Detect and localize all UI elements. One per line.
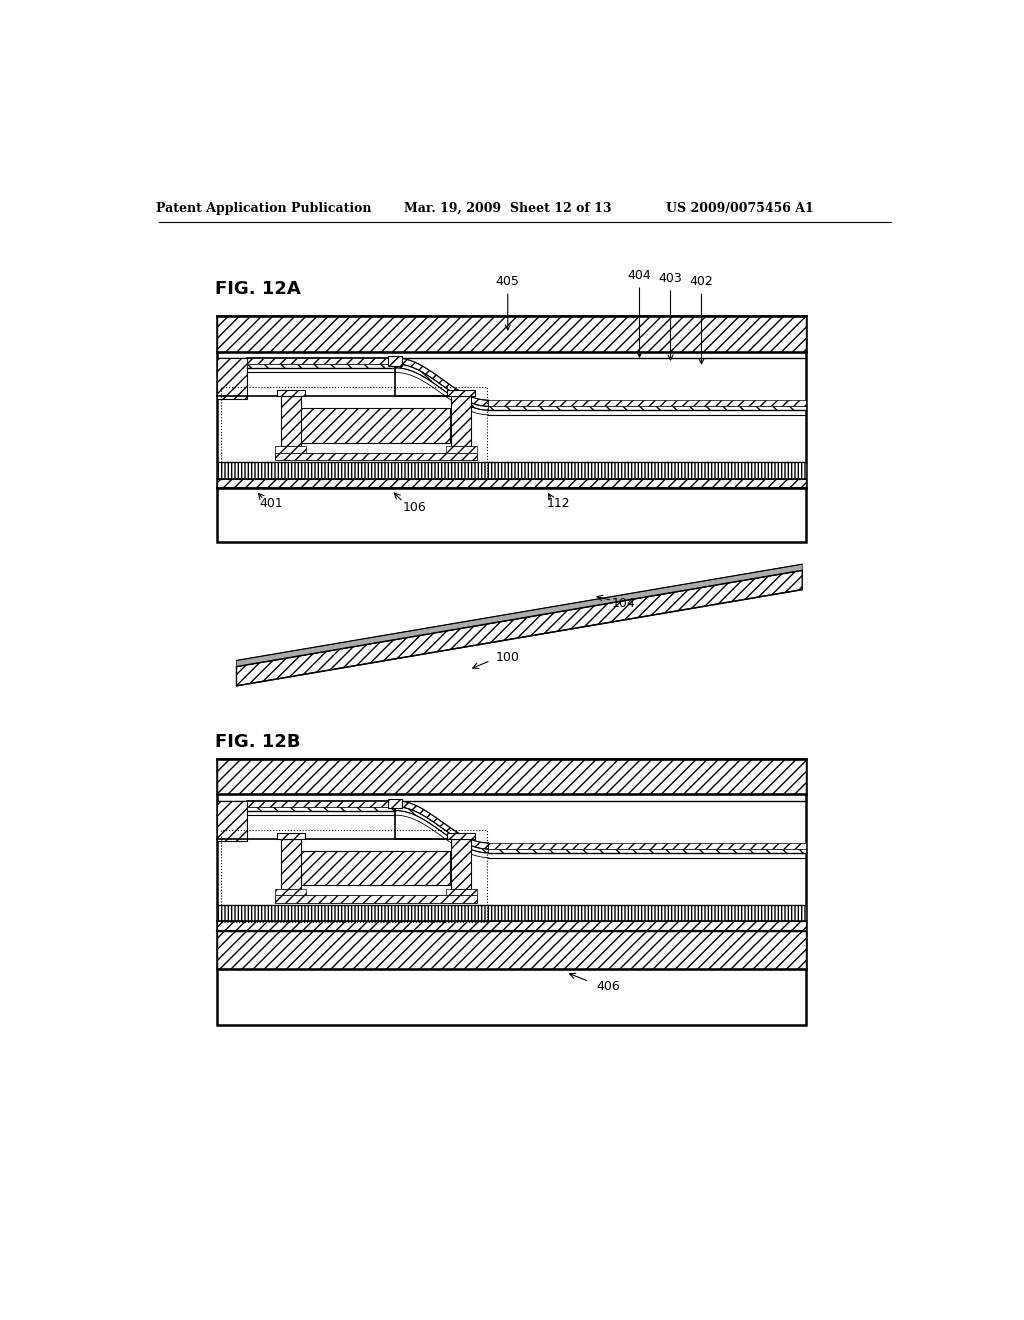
Text: Mar. 19, 2009  Sheet 12 of 13: Mar. 19, 2009 Sheet 12 of 13 xyxy=(404,202,611,215)
Polygon shape xyxy=(395,364,488,411)
Bar xyxy=(247,364,395,368)
Bar xyxy=(275,890,306,895)
Bar xyxy=(247,807,395,810)
Bar xyxy=(488,843,806,849)
Bar xyxy=(217,931,806,969)
Bar xyxy=(299,850,450,886)
Bar xyxy=(247,358,395,364)
Polygon shape xyxy=(237,564,802,667)
Bar xyxy=(445,446,477,453)
Bar xyxy=(488,400,806,407)
Bar xyxy=(217,904,806,921)
Bar xyxy=(452,396,471,446)
Bar xyxy=(217,800,247,841)
Text: 405: 405 xyxy=(496,276,520,330)
Bar xyxy=(488,407,806,411)
Bar xyxy=(217,317,806,543)
Bar xyxy=(445,890,477,895)
Bar xyxy=(217,358,247,399)
Text: 402: 402 xyxy=(689,276,714,364)
Bar xyxy=(281,840,301,890)
Polygon shape xyxy=(395,358,488,407)
Bar xyxy=(299,408,450,442)
Bar xyxy=(447,833,475,840)
Bar xyxy=(217,462,806,479)
Bar xyxy=(275,453,477,461)
Bar xyxy=(281,396,301,446)
Bar xyxy=(217,759,806,795)
Bar xyxy=(275,895,477,903)
Polygon shape xyxy=(395,807,488,853)
Bar xyxy=(275,446,306,453)
Bar xyxy=(388,356,402,366)
Text: US 2009/0075456 A1: US 2009/0075456 A1 xyxy=(667,202,814,215)
Text: 104: 104 xyxy=(612,597,636,610)
Text: 406: 406 xyxy=(597,979,621,993)
Bar xyxy=(221,830,486,923)
Bar xyxy=(488,849,806,853)
Bar xyxy=(276,391,305,396)
Polygon shape xyxy=(395,800,488,849)
Bar xyxy=(276,833,305,840)
Bar xyxy=(217,921,806,931)
Text: 404: 404 xyxy=(628,269,651,356)
Text: 100: 100 xyxy=(496,651,520,664)
Text: 403: 403 xyxy=(658,272,682,360)
Bar xyxy=(221,387,486,479)
Bar xyxy=(217,759,806,1024)
Bar xyxy=(447,391,475,396)
Text: 106: 106 xyxy=(402,500,427,513)
Bar xyxy=(452,840,471,890)
Text: 112: 112 xyxy=(547,496,570,510)
Bar xyxy=(247,800,395,807)
Text: FIG. 12A: FIG. 12A xyxy=(215,280,301,298)
Polygon shape xyxy=(237,570,802,686)
Bar xyxy=(388,799,402,808)
Bar xyxy=(217,479,806,488)
Text: 401: 401 xyxy=(259,496,284,510)
Text: FIG. 12B: FIG. 12B xyxy=(215,733,301,751)
Bar xyxy=(217,317,806,351)
Text: Patent Application Publication: Patent Application Publication xyxy=(156,202,372,215)
